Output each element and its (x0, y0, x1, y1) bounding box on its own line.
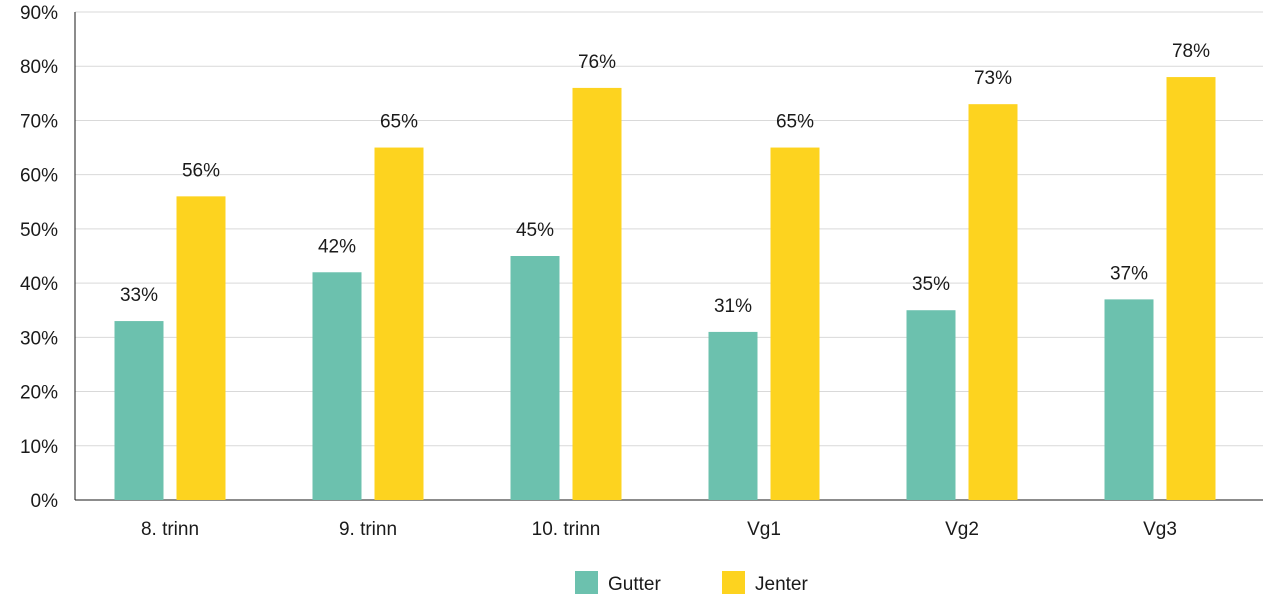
x-tick-label: Vg3 (1143, 519, 1177, 540)
y-tick-label: 10% (20, 437, 58, 458)
y-tick-label: 20% (20, 383, 58, 404)
bar-gutter (114, 321, 164, 500)
axes (74, 12, 1263, 501)
bar-gutter (312, 272, 362, 500)
bar-jenter (572, 87, 622, 501)
bar-jenter (1166, 77, 1216, 501)
legend-swatch-gutter (575, 571, 598, 594)
y-tick-label: 40% (20, 274, 58, 295)
y-axis-ticks: 0% 10% 20% 30% 40% 50% 60% 70% 80% 90% (20, 3, 58, 512)
data-label: 78% (1172, 41, 1210, 62)
y-tick-label: 80% (20, 57, 58, 78)
x-tick-label: 8. trinn (141, 519, 199, 540)
data-label: 37% (1110, 263, 1148, 284)
bar-gutter (510, 256, 560, 500)
x-tick-label: 10. trinn (532, 519, 601, 540)
data-label: 45% (516, 220, 554, 241)
bar-gutter (708, 331, 758, 500)
y-tick-label: 90% (20, 3, 58, 24)
legend-label-gutter: Gutter (608, 574, 661, 595)
y-tick-label: 50% (20, 220, 58, 241)
legend: Gutter Jenter (575, 571, 808, 595)
data-labels: 33% 56% 42% 65% 45% 76% 31% 65% 35% 73% 37% 78% (120, 41, 1210, 317)
bar-gutter (906, 310, 956, 500)
bar-jenter (176, 196, 226, 500)
y-tick-label: 0% (31, 491, 59, 512)
bar-jenter (374, 147, 424, 501)
data-label: 33% (120, 285, 158, 306)
x-tick-label: Vg2 (945, 519, 979, 540)
data-label: 65% (380, 112, 418, 133)
data-label: 73% (974, 68, 1012, 89)
data-label: 31% (714, 296, 752, 317)
y-tick-label: 30% (20, 328, 58, 349)
data-label: 35% (912, 274, 950, 295)
data-label: 42% (318, 236, 356, 257)
y-tick-label: 70% (20, 111, 58, 132)
y-tick-label: 60% (20, 166, 58, 187)
data-label: 65% (776, 112, 814, 133)
bar-jenter (968, 104, 1018, 500)
data-label: 56% (182, 160, 220, 181)
legend-swatch-jenter (722, 571, 745, 594)
data-label: 76% (578, 52, 616, 73)
gridlines (75, 11, 1263, 447)
legend-label-jenter: Jenter (755, 574, 808, 595)
x-axis-categories: 8. trinn 9. trinn 10. trinn Vg1 Vg2 Vg3 (141, 519, 1177, 540)
bar-gutter (1104, 299, 1154, 500)
bar-jenter (770, 147, 820, 501)
x-tick-label: 9. trinn (339, 519, 397, 540)
bars (114, 77, 1216, 501)
x-tick-label: Vg1 (747, 519, 781, 540)
